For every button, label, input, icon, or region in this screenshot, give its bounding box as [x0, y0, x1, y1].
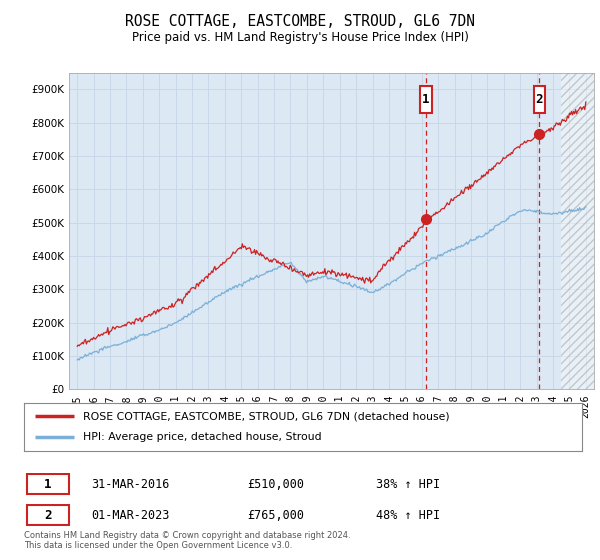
Text: 38% ↑ HPI: 38% ↑ HPI — [376, 478, 440, 491]
Text: 01-MAR-2023: 01-MAR-2023 — [91, 508, 169, 522]
FancyBboxPatch shape — [27, 505, 68, 525]
Text: 2: 2 — [44, 508, 52, 522]
FancyBboxPatch shape — [27, 474, 68, 494]
Text: 31-MAR-2016: 31-MAR-2016 — [91, 478, 169, 491]
Text: Price paid vs. HM Land Registry's House Price Index (HPI): Price paid vs. HM Land Registry's House … — [131, 31, 469, 44]
Text: 1: 1 — [422, 93, 430, 106]
FancyBboxPatch shape — [420, 86, 431, 113]
FancyBboxPatch shape — [533, 86, 545, 113]
Bar — [561, 73, 594, 389]
Text: HPI: Average price, detached house, Stroud: HPI: Average price, detached house, Stro… — [83, 432, 321, 442]
Text: Contains HM Land Registry data © Crown copyright and database right 2024.
This d: Contains HM Land Registry data © Crown c… — [24, 531, 350, 550]
Text: ROSE COTTAGE, EASTCOMBE, STROUD, GL6 7DN (detached house): ROSE COTTAGE, EASTCOMBE, STROUD, GL6 7DN… — [83, 411, 449, 421]
Text: £765,000: £765,000 — [247, 508, 304, 522]
Text: 1: 1 — [44, 478, 52, 491]
Text: ROSE COTTAGE, EASTCOMBE, STROUD, GL6 7DN: ROSE COTTAGE, EASTCOMBE, STROUD, GL6 7DN — [125, 14, 475, 29]
Text: 2: 2 — [536, 93, 543, 106]
Text: £510,000: £510,000 — [247, 478, 304, 491]
Text: 48% ↑ HPI: 48% ↑ HPI — [376, 508, 440, 522]
Bar — [561, 73, 594, 389]
